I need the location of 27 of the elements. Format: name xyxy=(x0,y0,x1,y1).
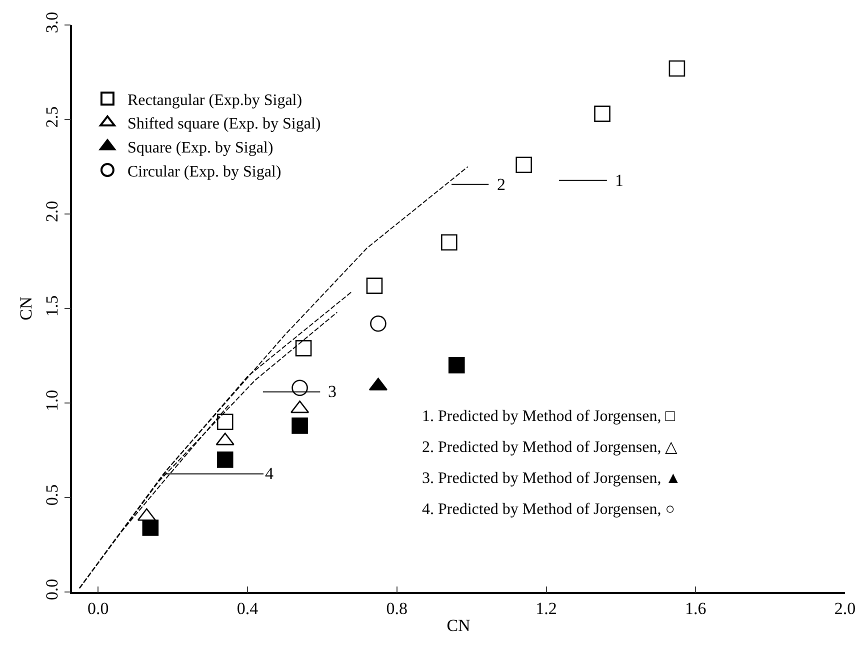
y-tick-label: 1.0 xyxy=(42,390,62,412)
legend-label: Shifted square (Exp. by Sigal) xyxy=(127,116,321,133)
x-tick-label: 2.0 xyxy=(834,599,856,618)
annotation: 4 xyxy=(265,464,274,483)
legend-label: Rectangular (Exp.by Sigal) xyxy=(127,92,302,109)
x-tick-label: 0.4 xyxy=(236,599,259,618)
annotation: 2 xyxy=(497,175,506,194)
x-tick-label: 0.0 xyxy=(88,599,109,618)
legend-label: Circular (Exp. by Sigal) xyxy=(127,163,282,180)
x-tick-label: 0.8 xyxy=(386,599,408,618)
y-axis-title: CN xyxy=(16,296,36,320)
x-tick-label: 1.6 xyxy=(685,599,706,618)
annotation: 1 xyxy=(615,171,624,190)
y-tick-label: 2.0 xyxy=(42,200,62,222)
annotation: 4. Predicted by Method of Jorgensen, ○ xyxy=(422,501,675,518)
y-tick-label: 0.0 xyxy=(42,578,62,600)
annotation: 1. Predicted by Method of Jorgensen, □ xyxy=(422,408,676,425)
annotation: 3 xyxy=(328,382,336,401)
y-tick-label: 0.5 xyxy=(42,484,62,506)
y-tick-label: 3.0 xyxy=(42,12,62,34)
y-tick-label: 1.5 xyxy=(42,295,62,317)
legend-label: Square (Exp. by Sigal) xyxy=(127,139,274,156)
annotation: 3. Predicted by Method of Jorgensen, ▲ xyxy=(422,470,682,487)
x-tick-label: 1.2 xyxy=(536,599,557,618)
annotation: 2. Predicted by Method of Jorgensen, △ xyxy=(422,439,678,456)
y-tick-label: 2.5 xyxy=(42,106,62,128)
x-axis-title: CN xyxy=(446,616,470,636)
